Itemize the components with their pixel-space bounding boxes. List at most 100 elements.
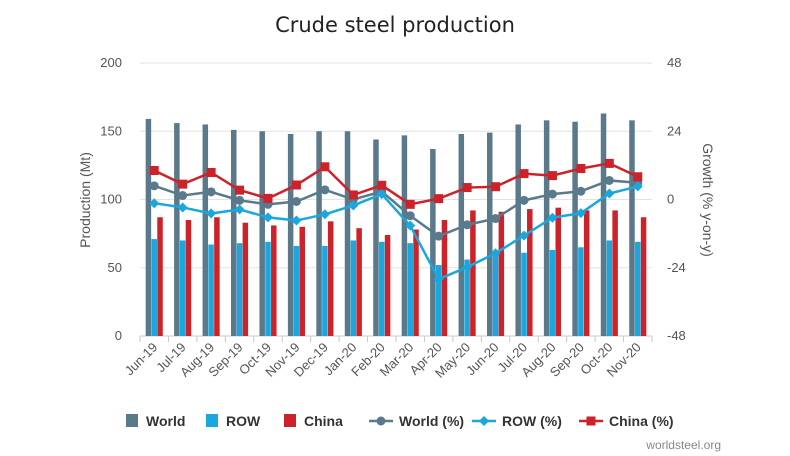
- point-world: [434, 231, 444, 241]
- bar-world: [202, 124, 209, 336]
- point-row: [604, 188, 615, 199]
- legend-marker: [479, 416, 489, 426]
- bar-row: [236, 243, 243, 336]
- bar-row: [265, 241, 271, 336]
- bar-china: [384, 234, 391, 336]
- point-china: [206, 167, 216, 177]
- point-world: [149, 181, 159, 191]
- bar-china: [413, 229, 419, 336]
- point-row: [234, 204, 245, 215]
- bar-world: [145, 118, 152, 336]
- bar-row: [435, 265, 442, 336]
- point-world: [235, 195, 245, 205]
- point-world: [519, 195, 529, 205]
- point-china: [348, 190, 358, 200]
- point-world: [405, 211, 415, 221]
- point-china: [149, 165, 159, 175]
- point-china: [547, 171, 557, 181]
- bar-world: [259, 131, 265, 336]
- point-world: [462, 220, 472, 230]
- bar-row: [492, 255, 499, 336]
- bar-world: [600, 113, 607, 336]
- point-row: [376, 189, 387, 200]
- point-row: [149, 198, 160, 209]
- legend-label: World: [146, 413, 185, 429]
- legend-marker: [376, 416, 386, 426]
- legend-swatch: [206, 414, 218, 427]
- bar-world: [231, 129, 237, 336]
- bar-world: [572, 121, 578, 336]
- point-world: [178, 191, 188, 201]
- legend-label: ROW: [226, 413, 261, 429]
- point-world: [547, 189, 557, 199]
- point-china: [235, 185, 245, 195]
- bar-series: [145, 113, 647, 336]
- legend-label: World (%): [399, 413, 464, 429]
- bar-row: [379, 241, 385, 336]
- point-row: [263, 212, 273, 223]
- point-row: [319, 209, 330, 220]
- point-row: [547, 212, 558, 223]
- bar-world: [401, 135, 408, 336]
- point-china: [178, 179, 188, 189]
- y-tick-label: 150: [100, 123, 122, 138]
- point-row: [519, 230, 529, 241]
- bar-world: [373, 139, 379, 336]
- x-tick-label: Jun-19: [122, 340, 161, 379]
- bar-china: [214, 217, 220, 336]
- y-tick-label: 50: [108, 260, 122, 275]
- bar-world: [629, 120, 635, 336]
- bar-row: [179, 240, 186, 336]
- point-china: [434, 194, 444, 204]
- bar-row: [521, 252, 527, 336]
- y2-tick-label: 0: [667, 192, 674, 207]
- point-china: [405, 199, 415, 209]
- point-china: [291, 180, 301, 190]
- bar-world: [316, 131, 322, 336]
- bar-world: [174, 123, 180, 336]
- legend: World ROW China World (%) ROW (%) China (%): [126, 413, 674, 429]
- legend-label: ROW (%): [502, 413, 562, 429]
- bar-row: [407, 243, 413, 336]
- point-world: [604, 175, 614, 185]
- bar-row: [578, 247, 584, 336]
- bar-world: [344, 131, 351, 336]
- bar-world: [487, 132, 493, 336]
- point-row: [433, 274, 444, 285]
- bar-world: [430, 148, 436, 336]
- y-axis-title: Production (Mt): [77, 152, 93, 248]
- bar-world: [458, 133, 465, 336]
- bar-china: [498, 211, 505, 336]
- legend-marker: [586, 416, 596, 426]
- point-row: [632, 181, 643, 192]
- legend-swatch: [126, 414, 138, 427]
- line-world: [153, 179, 638, 238]
- point-world: [320, 185, 330, 195]
- point-china: [491, 182, 501, 192]
- bar-row: [350, 240, 357, 336]
- point-china: [263, 193, 273, 203]
- point-row: [177, 202, 188, 213]
- point-china: [462, 183, 472, 193]
- bar-row: [293, 245, 300, 336]
- bar-china: [327, 221, 334, 336]
- y2-tick-label: 24: [667, 123, 681, 138]
- y2-tick-label: -24: [667, 260, 686, 275]
- bar-china: [299, 226, 305, 336]
- bar-row: [549, 250, 556, 336]
- bar-china: [356, 228, 362, 336]
- point-china: [576, 164, 586, 174]
- point-row: [490, 248, 501, 259]
- y2-tick-label: -48: [667, 328, 686, 343]
- bar-china: [583, 210, 590, 336]
- point-row: [206, 208, 217, 219]
- bar-row: [208, 244, 214, 336]
- point-row: [405, 220, 416, 231]
- bar-china: [271, 225, 277, 336]
- point-china: [633, 172, 643, 182]
- bar-world: [543, 120, 550, 336]
- point-row: [348, 200, 359, 211]
- point-china: [377, 180, 387, 190]
